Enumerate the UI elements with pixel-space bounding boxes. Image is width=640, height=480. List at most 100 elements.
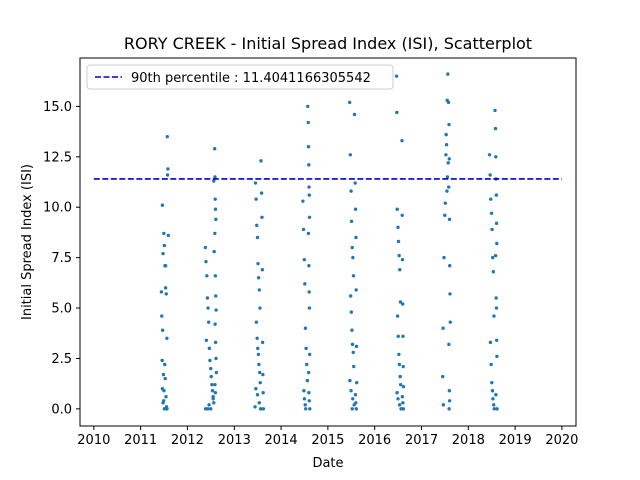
data-point: [397, 352, 401, 357]
data-point: [397, 403, 402, 407]
data-point: [395, 110, 399, 115]
data-point: [354, 401, 358, 405]
data-point: [307, 399, 311, 403]
x-tick-label: 2014: [265, 433, 298, 448]
data-point: [444, 153, 448, 157]
data-point: [165, 407, 169, 411]
data-point: [164, 292, 168, 296]
data-point: [307, 391, 311, 395]
data-point: [489, 211, 494, 215]
data-point: [307, 185, 311, 189]
data-point: [350, 328, 354, 332]
data-point: [307, 163, 311, 167]
data-point: [301, 227, 306, 232]
data-point: [257, 288, 261, 292]
data-point: [213, 274, 218, 278]
data-point: [207, 403, 211, 407]
data-point: [302, 389, 306, 393]
data-point: [260, 215, 264, 219]
data-point: [254, 387, 258, 391]
data-point: [306, 145, 311, 149]
data-point: [494, 221, 499, 226]
x-axis: 2010 2011 2012 2013 2014 2015 2016 2017 2018 2019…: [77, 426, 578, 448]
y-tick-label: 10.0: [43, 201, 72, 216]
data-point: [306, 104, 310, 109]
data-point: [304, 346, 308, 351]
data-point: [254, 197, 258, 201]
data-point: [303, 282, 307, 286]
data-point: [209, 374, 213, 379]
data-point: [395, 207, 399, 211]
points-layer: [159, 72, 499, 411]
data-point: [307, 263, 311, 268]
data-point: [165, 336, 169, 340]
data-point: [352, 364, 356, 369]
data-point: [349, 219, 354, 224]
data-point: [447, 157, 451, 161]
data-point: [396, 239, 401, 244]
plot-frame: [79, 57, 577, 427]
data-point: [488, 173, 492, 177]
data-point: [492, 403, 496, 407]
data-point: [258, 380, 262, 385]
data-point: [161, 251, 165, 256]
data-point: [398, 382, 403, 387]
data-point: [259, 191, 264, 195]
data-point: [353, 207, 358, 211]
data-point: [253, 405, 257, 409]
data-point: [307, 215, 312, 219]
data-point: [447, 389, 452, 393]
data-point: [159, 290, 164, 294]
data-point: [303, 326, 308, 330]
y-tick-label: 5.0: [51, 302, 72, 317]
data-point: [447, 407, 451, 411]
y-tick-label: 12.5: [43, 150, 72, 165]
legend-label: 90th percentile : 11.4041166305542: [131, 71, 371, 86]
data-point: [256, 346, 260, 351]
data-point: [494, 338, 499, 342]
x-tick-label: 2010: [77, 433, 110, 448]
data-point: [258, 407, 263, 411]
data-point: [351, 397, 355, 401]
data-point: [447, 399, 452, 403]
data-point: [448, 263, 452, 268]
x-tick-label: 2020: [545, 433, 578, 448]
data-point: [347, 100, 352, 105]
data-point: [213, 147, 217, 151]
data-point: [209, 407, 213, 411]
data-point: [351, 274, 356, 278]
data-point: [161, 372, 166, 377]
data-point: [301, 199, 305, 203]
data-point: [256, 261, 260, 266]
data-point: [490, 389, 495, 393]
data-point: [394, 74, 399, 78]
data-point: [447, 185, 451, 189]
data-point: [401, 302, 405, 306]
data-point: [213, 197, 217, 201]
data-point: [164, 395, 168, 399]
data-point: [396, 397, 400, 401]
data-point: [354, 407, 359, 411]
data-point: [163, 286, 168, 290]
data-point: [255, 393, 260, 397]
data-point: [255, 223, 259, 228]
data-point: [490, 255, 495, 260]
data-point: [307, 193, 311, 197]
legend-box: [86, 64, 394, 90]
data-point: [400, 138, 404, 143]
x-tick-label: 2013: [218, 433, 251, 448]
data-point: [203, 245, 208, 250]
data-point: [443, 213, 447, 217]
data-point: [445, 175, 450, 179]
data-point: [493, 108, 497, 113]
data-point: [355, 380, 359, 385]
data-point: [307, 352, 312, 357]
data-point: [400, 213, 404, 217]
data-point: [352, 112, 357, 117]
data-point: [213, 322, 217, 326]
data-point: [254, 320, 259, 324]
data-point: [302, 397, 307, 401]
data-point: [492, 407, 496, 411]
data-point: [353, 181, 357, 185]
data-point: [353, 393, 358, 397]
